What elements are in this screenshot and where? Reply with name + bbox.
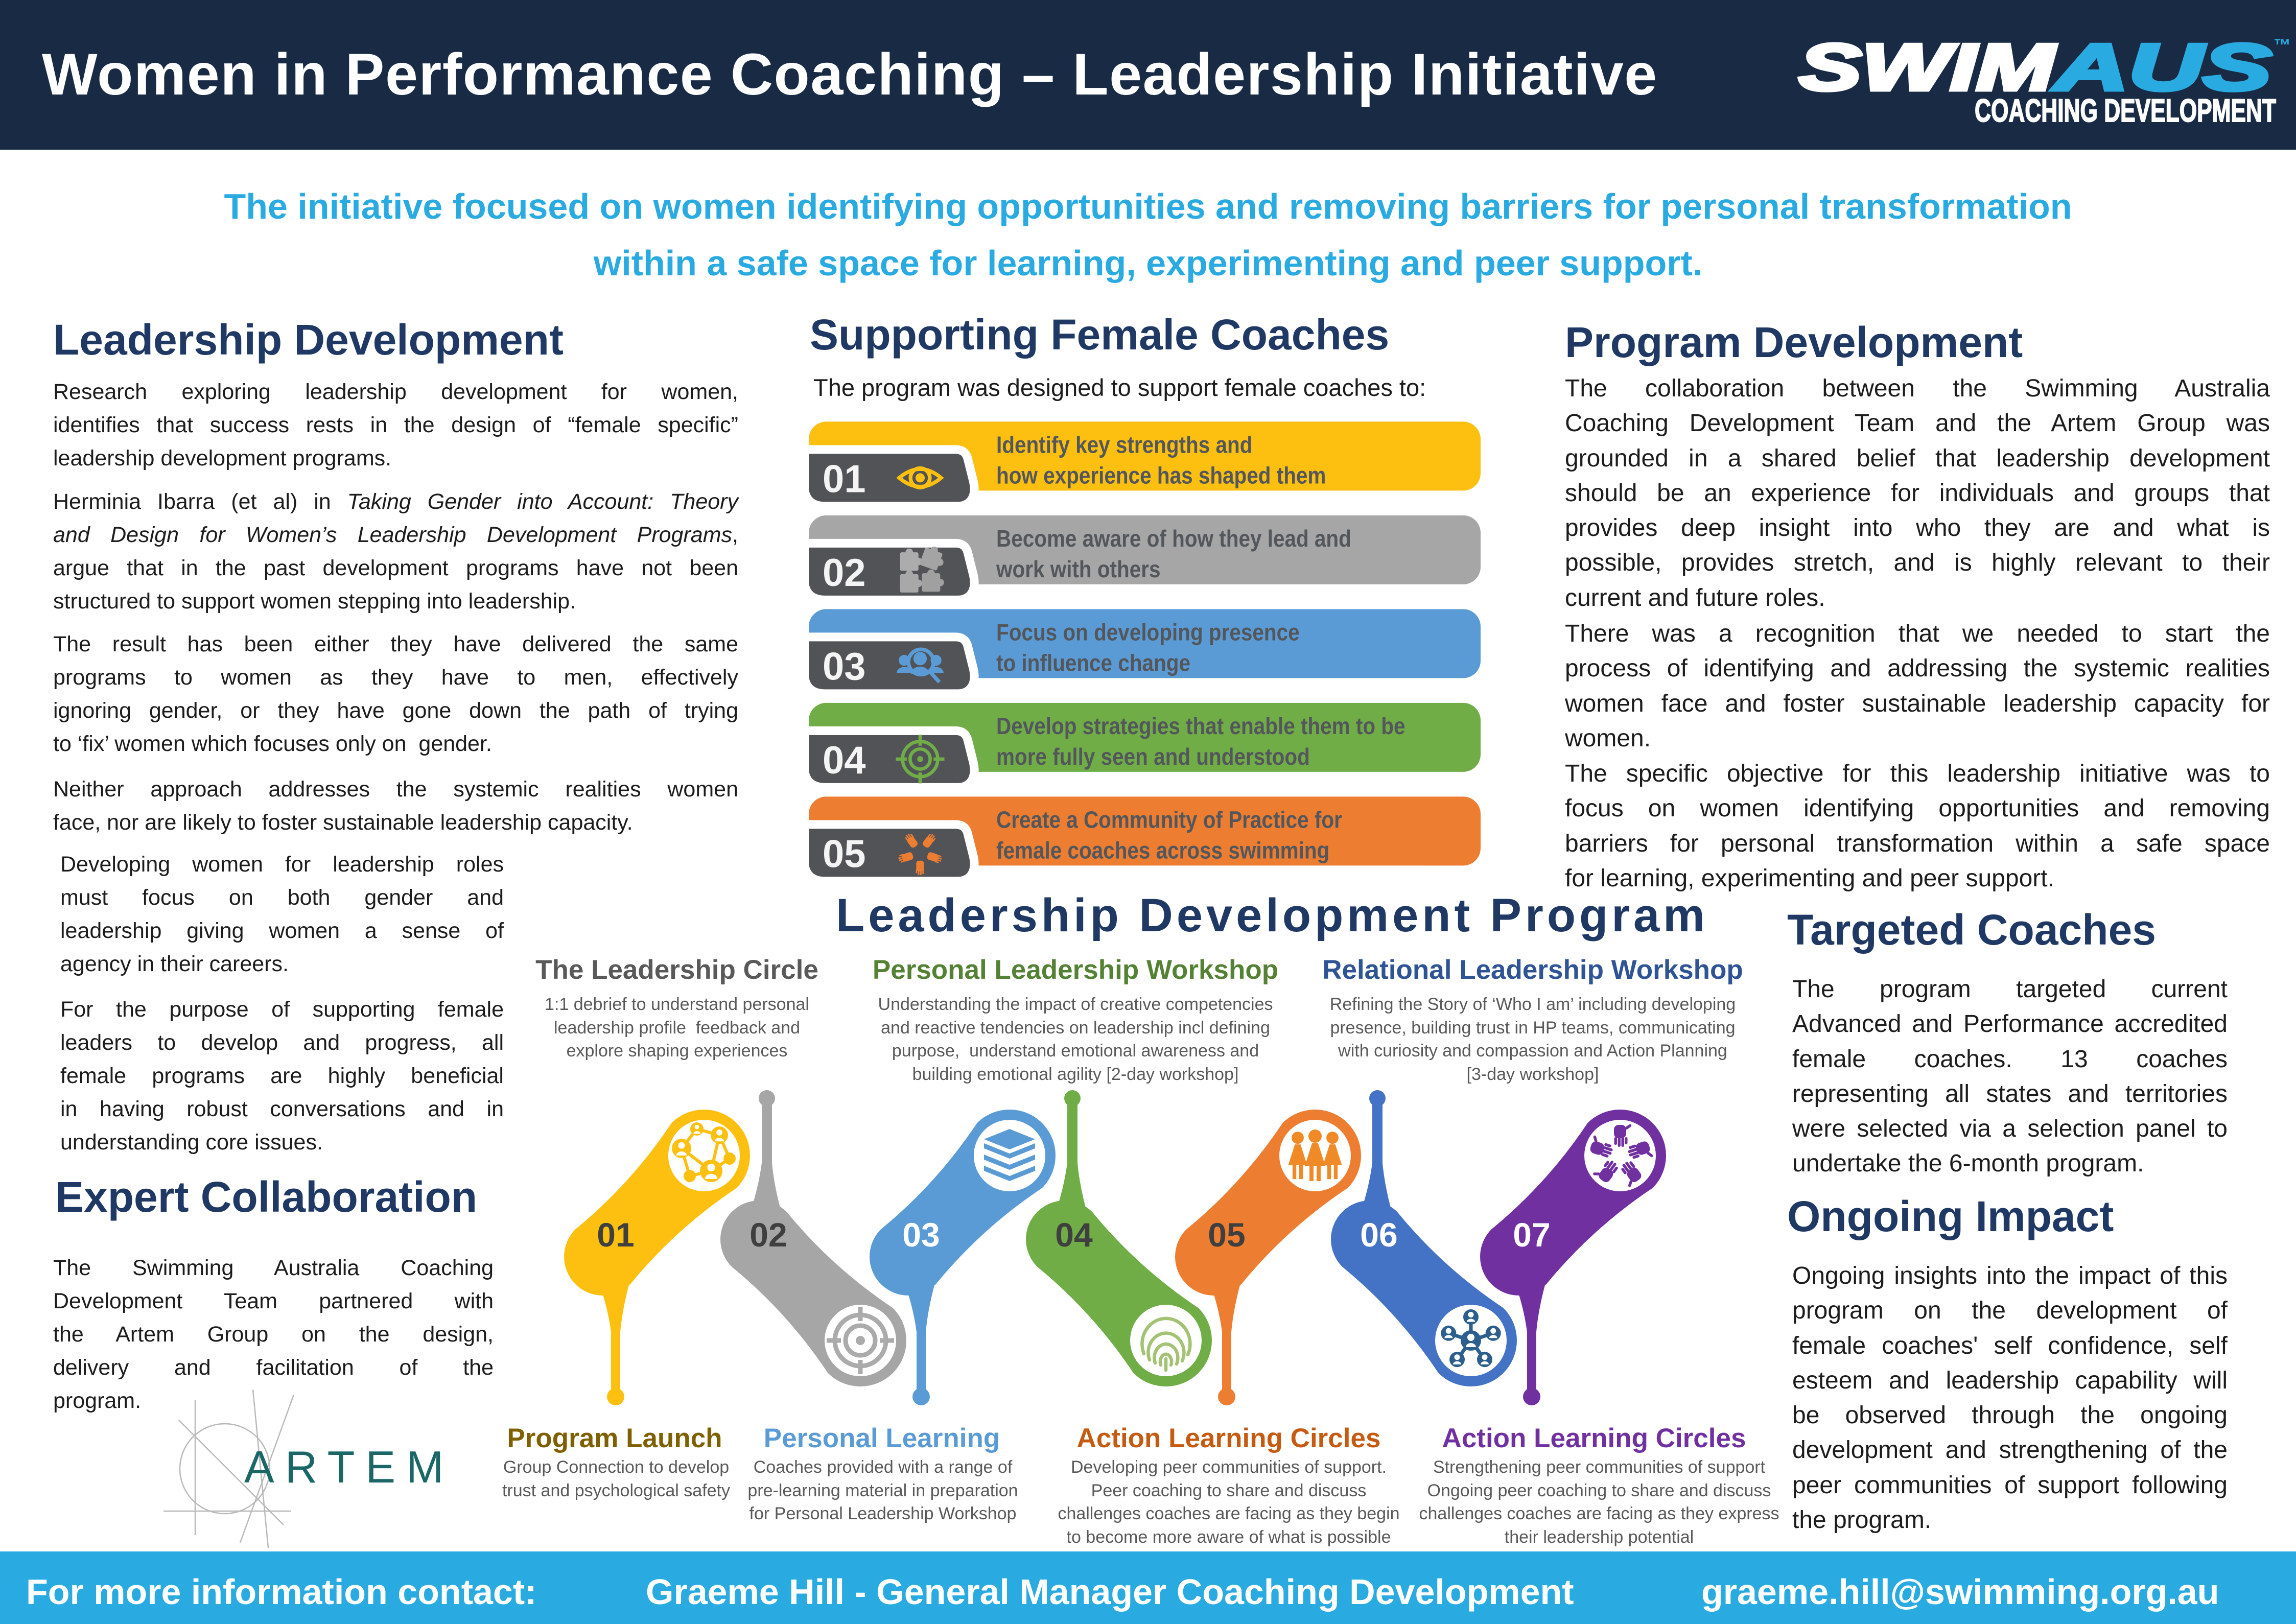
svg-text:01: 01 xyxy=(823,457,866,501)
svg-text:05: 05 xyxy=(1208,1216,1245,1254)
svg-text:07: 07 xyxy=(1513,1216,1550,1254)
svg-text:how experience has shaped them: how experience has shaped them xyxy=(996,463,1326,489)
svg-text:to influence change: to influence change xyxy=(996,650,1190,676)
svg-text:Create a Community of Practice: Create a Community of Practice for xyxy=(996,807,1342,833)
svg-text:03: 03 xyxy=(902,1216,940,1254)
svg-text:06: 06 xyxy=(1360,1216,1397,1254)
svg-text:Become aware of how they lead: Become aware of how they lead and xyxy=(996,526,1351,552)
svg-text:COACHING DEVELOPMENT: COACHING DEVELOPMENT xyxy=(1975,93,2276,129)
svg-text:female coaches across swimming: female coaches across swimming xyxy=(996,838,1329,864)
svg-text:Develop strategies that enable: Develop strategies that enable them to b… xyxy=(996,714,1405,740)
svg-text:work with others: work with others xyxy=(996,557,1160,583)
svg-text:04: 04 xyxy=(1055,1216,1093,1254)
svg-text:Focus on developing presence: Focus on developing presence xyxy=(996,620,1300,646)
svg-text:01: 01 xyxy=(597,1216,634,1254)
svg-text:™: ™ xyxy=(2274,36,2291,55)
svg-text:Identify key strengths and: Identify key strengths and xyxy=(996,432,1252,458)
svg-text:02: 02 xyxy=(823,551,866,595)
svg-text:03: 03 xyxy=(823,645,866,688)
svg-text:ARTEM: ARTEM xyxy=(244,1442,454,1492)
svg-text:05: 05 xyxy=(823,832,866,876)
svg-text:more fully seen and understood: more fully seen and understood xyxy=(996,744,1310,770)
svg-text:04: 04 xyxy=(823,739,866,782)
svg-text:02: 02 xyxy=(749,1216,787,1254)
svg-text:AUS: AUS xyxy=(2052,31,2271,104)
svg-text:SWIM: SWIM xyxy=(1799,31,2056,104)
